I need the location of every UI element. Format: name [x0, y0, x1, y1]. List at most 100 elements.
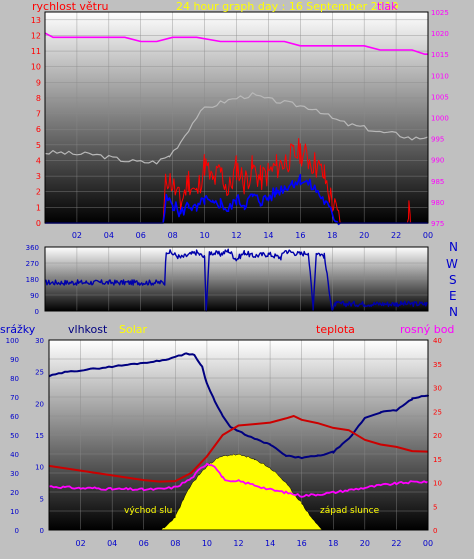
bottom-time-tick-label: 22: [391, 539, 401, 548]
time-tick-label: 08: [168, 231, 178, 240]
compass-label-n-top: N: [449, 240, 458, 254]
bottom-time-tick-label: 06: [139, 539, 149, 548]
direction-tick-label: 180: [26, 276, 39, 284]
dew-point-line: [48, 462, 429, 498]
compass-label-e: E: [449, 289, 457, 303]
wind-speed-tick-label: 3: [36, 172, 41, 181]
time-tick-label: 06: [136, 231, 146, 240]
bottom-time-tick-label: 04: [107, 539, 117, 548]
sunset-annotation: západ slunce: [320, 506, 380, 516]
pressure-tick-label: 1010: [431, 72, 449, 80]
wind-speed-tick-label: 0: [36, 219, 41, 228]
pressure-line: [44, 32, 428, 55]
wind-speed-tick-label: 4: [36, 156, 41, 165]
wind-speed-tick-label: 2: [36, 188, 41, 197]
bottom-time-tick-label: 02: [75, 539, 85, 548]
temperature-tick-label: 40: [433, 337, 442, 345]
bottom-time-tick-label: 20: [360, 539, 370, 548]
direction-tick-label: 360: [26, 244, 39, 252]
pressure-tick-label: 980: [431, 199, 444, 207]
pressure-tick-label: 1015: [431, 51, 449, 59]
compass-label-s: S: [449, 273, 457, 287]
temperature-tick-label: 20: [433, 432, 442, 440]
direction-tick-label: 90: [30, 292, 39, 300]
pressure-tick-label: 975: [431, 220, 444, 228]
wind-speed-tick-label: 7: [36, 110, 41, 119]
bottom-time-tick-label: 08: [170, 539, 180, 548]
pressure-tick-label: 985: [431, 178, 444, 186]
rain-tick-label: 80: [10, 375, 19, 383]
direction-tick-label: 270: [26, 260, 39, 268]
pressure-tick-label: 1005: [431, 93, 449, 101]
humidity-tick-label: 30: [35, 337, 44, 345]
rain-tick-label: 20: [10, 489, 19, 497]
temperature-tick-label: 35: [433, 361, 442, 369]
bottom-frame: [48, 339, 429, 531]
wind-speed-tick-label: 10: [31, 63, 41, 72]
rain-tick-label: 10: [10, 508, 19, 516]
rain-tick-label: 30: [10, 470, 19, 478]
rain-tick-label: 90: [10, 356, 19, 364]
time-tick-label: 18: [327, 231, 337, 240]
humidity-tick-label: 15: [35, 432, 44, 440]
temperature-tick-label: 25: [433, 408, 442, 416]
temperature-tick-label: 10: [433, 480, 442, 488]
rain-tick-label: 0: [15, 527, 19, 535]
compass-label-w: W: [446, 257, 458, 271]
humidity-axis-title: vlhkost: [68, 323, 108, 336]
pressure-tick-label: 995: [431, 136, 444, 144]
bottom-time-tick-label: 16: [297, 539, 307, 548]
time-tick-label: 02: [72, 231, 82, 240]
rain-tick-label: 50: [10, 432, 19, 440]
pressure-tick-label: 1020: [431, 30, 449, 38]
humidity-tick-label: 25: [35, 369, 44, 377]
time-tick-label: 00: [423, 231, 433, 240]
rain-axis-title: srážky: [0, 323, 36, 336]
time-tick-label: 04: [104, 231, 114, 240]
temperature-axis-title: teplota: [316, 323, 355, 336]
rain-tick-label: 40: [10, 451, 19, 459]
bottom-time-tick-label: 18: [328, 539, 338, 548]
time-tick-label: 16: [295, 231, 305, 240]
time-tick-label: 12: [231, 231, 241, 240]
pressure-trend-line: [44, 92, 429, 165]
pressure-axis-title: tlak: [377, 0, 398, 13]
wind-speed-tick-label: 6: [36, 125, 41, 134]
humidity-tick-label: 20: [35, 400, 44, 408]
wind-direction-frame: [44, 246, 429, 312]
pressure-tick-label: 990: [431, 157, 444, 165]
humidity-tick-label: 5: [40, 495, 44, 503]
wind-speed-tick-label: 5: [36, 141, 41, 150]
humidity-line: [48, 352, 429, 460]
chart-title: 24 hour graph day : 16 September 2019: [176, 0, 399, 13]
temperature-tick-label: 15: [433, 456, 442, 464]
wind-speed-tick-label: 13: [31, 16, 41, 25]
wind-speed-tick-label: 9: [36, 78, 41, 87]
compass-label-n-bottom: N: [449, 305, 458, 319]
temperature-tick-label: 5: [433, 503, 437, 511]
bottom-time-tick-label: 00: [423, 539, 433, 548]
direction-tick-label: 0: [35, 308, 39, 316]
wind-pressure-frame: [44, 11, 429, 224]
bottom-time-tick-label: 12: [233, 539, 243, 548]
wind-speed-axis-title: rychlost větru: [32, 0, 108, 13]
solar-area: [159, 453, 323, 531]
sunrise-annotation: východ slu: [124, 506, 172, 516]
temperature-tick-label: 30: [433, 385, 442, 393]
time-tick-label: 14: [263, 231, 273, 240]
wind-speed-tick-label: 12: [31, 31, 41, 40]
temperature-tick-label: 0: [433, 527, 437, 535]
bottom-time-tick-label: 10: [202, 539, 212, 548]
rain-tick-label: 60: [10, 413, 19, 421]
temperature-line: [48, 415, 429, 483]
wind-direction-line: [44, 248, 429, 312]
pressure-tick-label: 1000: [431, 115, 449, 123]
rain-tick-label: 100: [6, 337, 19, 345]
wind-speed-tick-label: 1: [36, 203, 41, 212]
time-tick-label: 20: [359, 231, 369, 240]
humidity-tick-label: 0: [40, 527, 44, 535]
bottom-time-tick-label: 14: [265, 539, 275, 548]
time-tick-label: 22: [391, 231, 401, 240]
